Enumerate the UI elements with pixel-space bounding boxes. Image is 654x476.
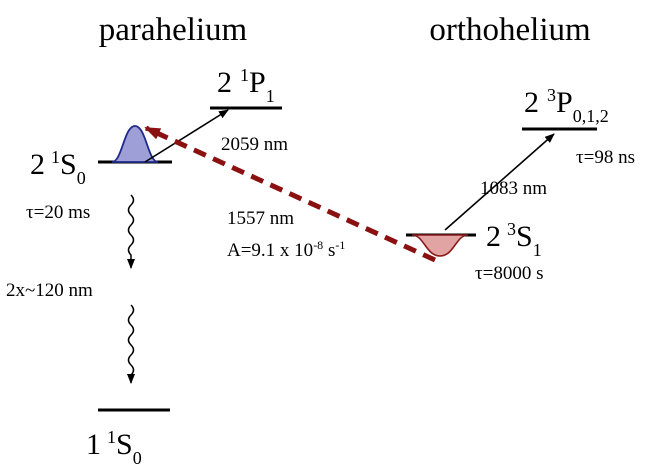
wavelength-two-photon: 2x~120 nm [6,280,93,301]
triplet-population-dip [411,234,469,257]
transition-rate-1557nm: A=9.1 x 10-8 s-1 [227,238,345,261]
parahelium-heading: parahelium [99,12,248,48]
level-2-1S0-label: 2 1S0 [30,147,86,188]
lifetime-2-3P: τ=98 ns [576,147,635,168]
level-2-3P-label: 2 3P0,1,2 [524,85,609,126]
wavelength-1083nm: 1083 nm [480,178,547,199]
orthohelium-heading: orthohelium [429,12,591,48]
transition-1083nm-arrow [444,133,555,231]
two-photon-upper-wavy-arrow [127,194,135,269]
wavelength-2059nm: 2059 nm [221,134,288,155]
wavelength-1557nm: 1557 nm [227,208,294,229]
two-photon-lower-wavy-arrow [127,304,135,384]
level-2-1P1-label: 2 1P1 [217,65,275,106]
lifetime-2-1S0: τ=20 ms [26,202,90,223]
lifetime-2-3S1: τ=8000 s [475,263,544,284]
singlet-population-bump [111,125,159,163]
transition-2059nm-arrow [144,109,229,163]
level-1-1S0-label: 1 1S0 [86,427,142,468]
level-2-3S1-label: 2 3S1 [486,219,542,260]
transition-1557nm-dashed-arrow [144,125,437,263]
